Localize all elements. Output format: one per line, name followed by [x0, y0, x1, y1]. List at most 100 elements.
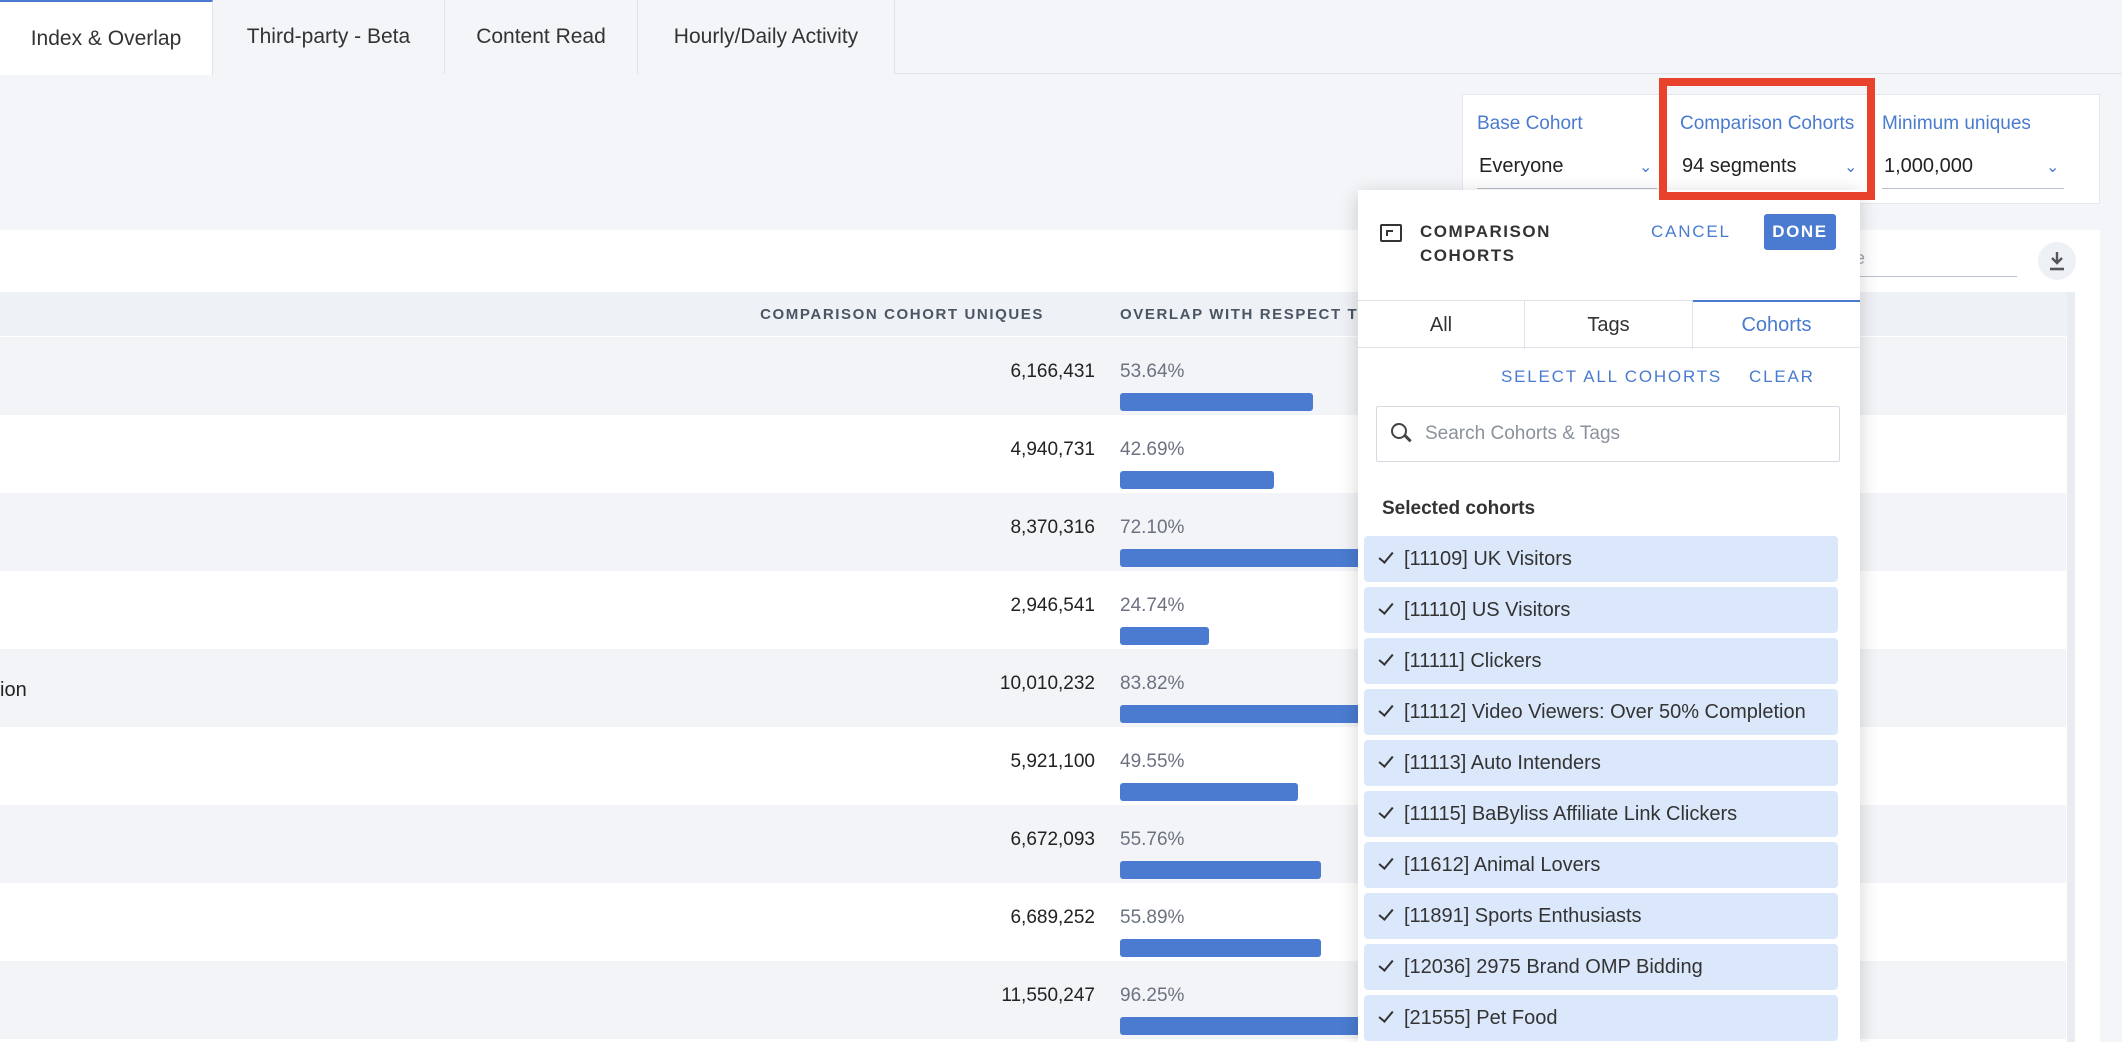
tab-label: Hourly/Daily Activity	[673, 25, 859, 48]
select-underline	[1882, 188, 2064, 189]
overlap-bar	[1120, 861, 1321, 879]
selected-cohort-item[interactable]: [11111] Clickers	[1364, 638, 1838, 684]
tab-index-overlap[interactable]: Index & Overlap	[0, 0, 213, 75]
check-icon	[1378, 905, 1394, 921]
tab-cohorts[interactable]: Cohorts	[1693, 300, 1860, 349]
overlap-percent: 72.10%	[1120, 517, 1185, 538]
tab-tags[interactable]: Tags	[1525, 301, 1693, 349]
cohort-label: [11112] Video Viewers: Over 50% Completi…	[1404, 701, 1806, 723]
table-row[interactable]: 5,921,100 49.55%	[0, 727, 2066, 805]
overlap-percent: 49.55%	[1120, 751, 1185, 772]
base-cohort-value: Everyone	[1479, 155, 1564, 177]
report-tab-bar: Index & Overlap Third-party - Beta Conte…	[0, 0, 2122, 75]
cohort-uniques: 6,166,431	[1010, 361, 1095, 382]
overlap-bar	[1120, 705, 1422, 723]
overlap-percent: 42.69%	[1120, 439, 1185, 460]
overlap-percent: 24.74%	[1120, 595, 1185, 616]
table-search-underline	[1855, 276, 2017, 277]
cohort-label: [11111] Clickers	[1404, 650, 1542, 672]
filter-panel: Base Cohort Everyone ⌄ Comparison Cohort…	[1462, 94, 2100, 204]
cohort-label: [11113] Auto Intenders	[1404, 752, 1601, 774]
popup-tabs: All Tags Cohorts	[1358, 300, 1860, 349]
cohort-label: [21555] Pet Food	[1404, 1007, 1558, 1029]
cohort-search-field[interactable]	[1376, 406, 1840, 462]
cohort-uniques: 2,946,541	[1010, 595, 1095, 616]
header-overlap[interactable]: OVERLAP WITH RESPECT TO C	[1120, 306, 1390, 323]
header-comparison-cohort-uniques[interactable]: COMPARISON COHORT UNIQUES	[760, 306, 1044, 323]
chevron-down-icon: ⌄	[1844, 159, 1858, 176]
chevron-down-icon: ⌄	[1639, 159, 1653, 176]
chevron-down-icon: ⌄	[2046, 159, 2060, 176]
comparison-cohorts-popup: COMPARISON COHORTS CANCEL DONE All Tags …	[1358, 190, 1860, 1042]
comparison-cohorts-select[interactable]: Comparison Cohorts 94 segments ⌄	[1666, 95, 1866, 205]
image-icon	[1380, 224, 1402, 242]
download-button[interactable]	[2038, 242, 2076, 280]
selected-cohort-item[interactable]: [11113] Auto Intenders	[1364, 740, 1838, 786]
cohort-label: [11115] BaByliss Affiliate Link Clickers	[1404, 803, 1738, 825]
minimum-uniques-value: 1,000,000	[1884, 155, 1973, 177]
comparison-cohorts-value: 94 segments	[1682, 155, 1797, 177]
minimum-uniques-select[interactable]: Minimum uniques 1,000,000 ⌄	[1868, 95, 2088, 205]
clear-button[interactable]: CLEAR	[1749, 367, 1815, 386]
popup-title: COMPARISON COHORTS	[1420, 222, 1551, 265]
table-row[interactable]: 4,940,731 42.69%	[0, 415, 2066, 493]
cohort-uniques: 4,940,731	[1010, 439, 1095, 460]
table-row[interactable]: 2,946,541 24.74%	[0, 571, 2066, 649]
comparison-cohorts-label: Comparison Cohorts	[1680, 113, 1855, 134]
overlap-bar	[1120, 471, 1274, 489]
overlap-bar	[1120, 627, 1209, 645]
check-icon	[1378, 752, 1394, 768]
selected-cohort-item[interactable]: [11115] BaByliss Affiliate Link Clickers	[1364, 791, 1838, 837]
overlap-bar	[1120, 393, 1313, 411]
cohort-label: [11612] Animal Lovers	[1404, 854, 1601, 876]
overlap-bar	[1120, 939, 1321, 957]
selected-cohort-item[interactable]: [11891] Sports Enthusiasts	[1364, 893, 1838, 939]
download-icon	[2050, 252, 2064, 271]
tab-label: Third-party - Beta	[246, 25, 411, 48]
cohort-label: [11891] Sports Enthusiasts	[1404, 905, 1642, 927]
cohort-label: [11110] US Visitors	[1404, 599, 1571, 621]
table-row[interactable]: 6,689,252 55.89%	[0, 883, 2066, 961]
cohort-uniques: 8,370,316	[1010, 517, 1095, 538]
overlap-percent: 55.76%	[1120, 829, 1185, 850]
cohort-search-input[interactable]	[1425, 419, 1825, 449]
check-icon	[1378, 650, 1394, 666]
cohort-name: ion	[0, 679, 27, 701]
selected-cohort-item[interactable]: [11109] UK Visitors	[1364, 536, 1838, 582]
cohort-uniques: 6,672,093	[1010, 829, 1095, 850]
overlap-percent: 96.25%	[1120, 985, 1185, 1006]
overlap-percent: 53.64%	[1120, 361, 1185, 382]
selected-cohort-item[interactable]: [11112] Video Viewers: Over 50% Completi…	[1364, 689, 1838, 735]
check-icon	[1378, 548, 1394, 564]
table-scrollbar[interactable]	[2067, 292, 2075, 1042]
tab-label: Index & Overlap	[30, 26, 182, 50]
check-icon	[1378, 803, 1394, 819]
selected-cohort-item[interactable]: [21555] Pet Food	[1364, 995, 1838, 1041]
overlap-bar	[1120, 783, 1298, 801]
cancel-button[interactable]: CANCEL	[1651, 222, 1731, 241]
selected-cohort-item[interactable]: [11612] Animal Lovers	[1364, 842, 1838, 888]
check-icon	[1378, 956, 1394, 972]
table-search-input[interactable]: e	[1855, 248, 1866, 268]
minimum-uniques-label: Minimum uniques	[1882, 113, 2031, 134]
cohort-uniques: 6,689,252	[1010, 907, 1095, 928]
search-icon	[1391, 423, 1407, 439]
cohort-uniques: 5,921,100	[1010, 751, 1095, 772]
check-icon	[1378, 701, 1394, 717]
overlap-bar	[1120, 549, 1380, 567]
selected-cohort-item[interactable]: [12036] 2975 Brand OMP Bidding	[1364, 944, 1838, 990]
base-cohort-label: Base Cohort	[1477, 113, 1583, 134]
done-button[interactable]: DONE	[1764, 214, 1836, 250]
tab-all[interactable]: All	[1358, 301, 1525, 349]
select-underline	[1477, 188, 1657, 189]
cohort-uniques: 11,550,247	[1001, 985, 1095, 1006]
cohort-label: [11109] UK Visitors	[1404, 548, 1572, 570]
select-all-cohorts-button[interactable]: SELECT ALL COHORTS	[1501, 367, 1723, 386]
tab-content-read[interactable]: Content Read	[445, 0, 638, 74]
cohort-label: [12036] 2975 Brand OMP Bidding	[1404, 956, 1703, 978]
base-cohort-select[interactable]: Base Cohort Everyone ⌄	[1463, 95, 1665, 205]
selected-cohort-item[interactable]: [11110] US Visitors	[1364, 587, 1838, 633]
tab-hourly-daily-activity[interactable]: Hourly/Daily Activity	[638, 0, 895, 74]
overlap-percent: 83.82%	[1120, 673, 1185, 694]
tab-third-party-beta[interactable]: Third-party - Beta	[213, 0, 445, 74]
